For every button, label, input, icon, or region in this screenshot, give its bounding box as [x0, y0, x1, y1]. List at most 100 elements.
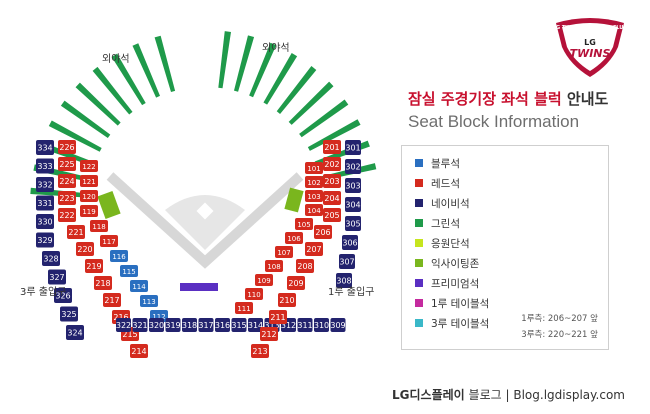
- seat-label-101: 101: [307, 165, 320, 173]
- legend-label: 블루석: [431, 157, 460, 170]
- seat-label-105: 105: [297, 221, 310, 229]
- seat-block-317: [198, 318, 214, 332]
- seat-block-202: [323, 157, 341, 171]
- seat-label-109: 109: [257, 277, 270, 285]
- seat-block-301: [345, 140, 361, 155]
- seat-block-306: [342, 235, 358, 250]
- outfield-block: [60, 100, 111, 139]
- seat-block-205: [323, 208, 341, 222]
- seat-label-212: 212: [261, 330, 276, 339]
- seat-label-313: 313: [264, 321, 279, 330]
- seat-block-304: [345, 197, 361, 212]
- seat-blocks: 334 333 332 331 330 329 328 327 326 325 324 226 225 2…: [36, 140, 361, 358]
- seat-block-226: [58, 140, 76, 154]
- legend-label: 응원단석: [431, 237, 470, 250]
- seat-block-116: [110, 250, 128, 262]
- seat-block-208: [296, 259, 314, 273]
- legend-label: 네이비석: [431, 197, 470, 210]
- seat-block-221: [67, 225, 85, 239]
- seat-block-332: [36, 177, 54, 192]
- seat-label-211: 211: [270, 313, 285, 322]
- seat-label-112: 112: [152, 313, 165, 321]
- legend-item: 프리미엄석: [415, 276, 479, 290]
- seat-label-327: 327: [49, 273, 64, 282]
- outfield-block: [154, 35, 176, 93]
- legend-item: 익사이팅존: [415, 256, 479, 270]
- seat-block-309: [330, 318, 346, 332]
- seat-block-203: [323, 174, 341, 188]
- legend-item: 블루석: [415, 156, 460, 170]
- outfield-block: [307, 119, 361, 151]
- legend-box: 블루석 레드석 네이비석 그린석 응원단석 익사이팅존 프리미엄석 1루 테이블석 3루 테이블…: [401, 145, 609, 350]
- seat-block-307: [339, 254, 355, 269]
- legend-swatch: [415, 299, 423, 307]
- seat-label-104: 104: [307, 207, 321, 215]
- seat-block-114: [130, 280, 148, 292]
- seat-block-211: [269, 310, 287, 324]
- outfield-block: [233, 35, 255, 92]
- seat-label-333: 333: [37, 162, 52, 171]
- seat-block-320: [149, 318, 164, 332]
- legend-item: 응원단석: [415, 236, 470, 250]
- outfield-right-label: 외야석: [262, 42, 290, 54]
- seat-label-311: 311: [297, 321, 312, 330]
- baseball-field: [97, 172, 304, 291]
- seat-block-201: [323, 140, 341, 154]
- seat-block-214: [130, 344, 148, 358]
- page-title: 잠실 주경기장 좌석 블럭 안내도: [408, 90, 609, 108]
- seat-label-302: 302: [345, 163, 360, 172]
- seat-label-201: 201: [324, 143, 339, 152]
- seat-block-222: [58, 208, 76, 222]
- seat-block-314: [248, 318, 263, 332]
- seat-label-107: 107: [277, 249, 290, 257]
- seat-label-206: 206: [315, 228, 330, 237]
- outfield-block: [111, 53, 146, 106]
- legend-swatch: [415, 159, 423, 167]
- footer-url[interactable]: Blog.lgdisplay.com: [513, 388, 625, 402]
- seat-block-325: [60, 306, 78, 322]
- legend-swatch: [415, 219, 423, 227]
- seat-block-213: [251, 344, 269, 358]
- seat-block-302: [345, 159, 361, 174]
- seat-label-330: 330: [37, 218, 52, 227]
- footer-blog: 블로그: [468, 388, 502, 402]
- seat-block-219: [85, 259, 103, 273]
- seat-label-119: 119: [82, 208, 95, 216]
- seat-label-221: 221: [68, 228, 83, 237]
- seat-block-111: [235, 302, 253, 314]
- premium-seats: [180, 283, 218, 291]
- seat-block-119: [80, 205, 98, 217]
- outfield-block: [132, 43, 161, 98]
- seat-block-329: [36, 232, 54, 248]
- exciting-zone-left: [97, 190, 121, 220]
- seat-block-206: [314, 225, 332, 239]
- seat-label-334: 334: [37, 144, 52, 153]
- seat-label-120: 120: [82, 193, 95, 201]
- seat-label-310: 310: [314, 321, 329, 330]
- seat-block-207: [305, 242, 323, 256]
- seat-label-332: 332: [37, 181, 52, 190]
- outfield-left-label: 외야석: [102, 53, 130, 65]
- legend-label: 익사이팅존: [431, 257, 480, 270]
- seat-label-317: 317: [198, 321, 213, 330]
- seat-label-207: 207: [306, 245, 321, 254]
- seat-block-328: [42, 251, 60, 266]
- seat-label-329: 329: [37, 236, 52, 245]
- outfield-block: [288, 81, 334, 125]
- legend-note-1b: 1루측: 206~207 앞: [521, 314, 598, 324]
- seat-label-205: 205: [324, 211, 339, 220]
- seat-block-322: [116, 318, 131, 332]
- seat-block-122: [80, 160, 98, 172]
- seat-label-121: 121: [82, 178, 95, 186]
- seat-label-213: 213: [252, 347, 267, 356]
- seat-block-209: [287, 276, 305, 290]
- seat-block-210: [278, 293, 296, 307]
- seat-block-319: [165, 318, 181, 332]
- seat-block-316: [215, 318, 230, 332]
- seat-block-315: [231, 318, 247, 332]
- seat-block-224: [58, 174, 76, 188]
- logo-ring-text: LG TWINS BASEBALL CLUB: [553, 25, 628, 31]
- seat-label-219: 219: [86, 262, 101, 271]
- seat-label-204: 204: [324, 194, 339, 203]
- seat-block-104: [305, 204, 323, 216]
